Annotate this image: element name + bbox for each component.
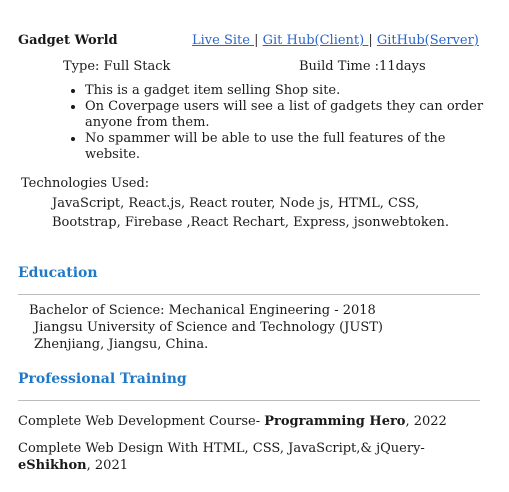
course-name: Complete Web Development Course- <box>18 414 264 429</box>
project-title: Gadget World <box>18 33 118 48</box>
technologies-list: JavaScript, React.js, React router, Node… <box>52 194 492 232</box>
course-year: , 2022 <box>405 414 446 429</box>
course-name: Complete Web Design With HTML, CSS, Java… <box>18 441 425 456</box>
university: Jiangsu University of Science and Techno… <box>34 320 383 335</box>
course-provider: Programming Hero <box>264 414 405 429</box>
link-separator: | <box>368 33 377 48</box>
feature-list: This is a gadget item selling Shop site.… <box>48 83 485 163</box>
build-time: Build Time :11days <box>299 59 426 74</box>
section-divider <box>18 400 480 401</box>
github-server-link[interactable]: GitHub(Server) <box>377 33 479 48</box>
course-provider: eShikhon <box>18 458 87 473</box>
training-item: Complete Web Development Course- Program… <box>18 414 447 429</box>
list-item: No spammer will be able to use the full … <box>85 131 485 163</box>
list-item: This is a gadget item selling Shop site. <box>85 83 485 99</box>
degree: Bachelor of Science: Mechanical Engineer… <box>29 303 376 318</box>
project-type: Type: Full Stack <box>63 59 170 74</box>
section-divider <box>18 294 480 295</box>
course-year: , 2021 <box>87 458 128 473</box>
university-location: Zhenjiang, Jiangsu, China. <box>34 337 208 352</box>
list-item: On Coverpage users will see a list of ga… <box>85 99 485 131</box>
training-heading: Professional Training <box>18 371 187 387</box>
training-item: Complete Web Design With HTML, CSS, Java… <box>18 440 488 474</box>
education-heading: Education <box>18 265 98 281</box>
technologies-label: Technologies Used: <box>21 176 149 191</box>
project-links: Live Site | Git Hub(Client) | GitHub(Ser… <box>192 33 479 48</box>
live-site-link[interactable]: Live Site <box>192 33 254 48</box>
link-separator: | <box>254 33 263 48</box>
github-client-link[interactable]: Git Hub(Client) <box>263 33 369 48</box>
